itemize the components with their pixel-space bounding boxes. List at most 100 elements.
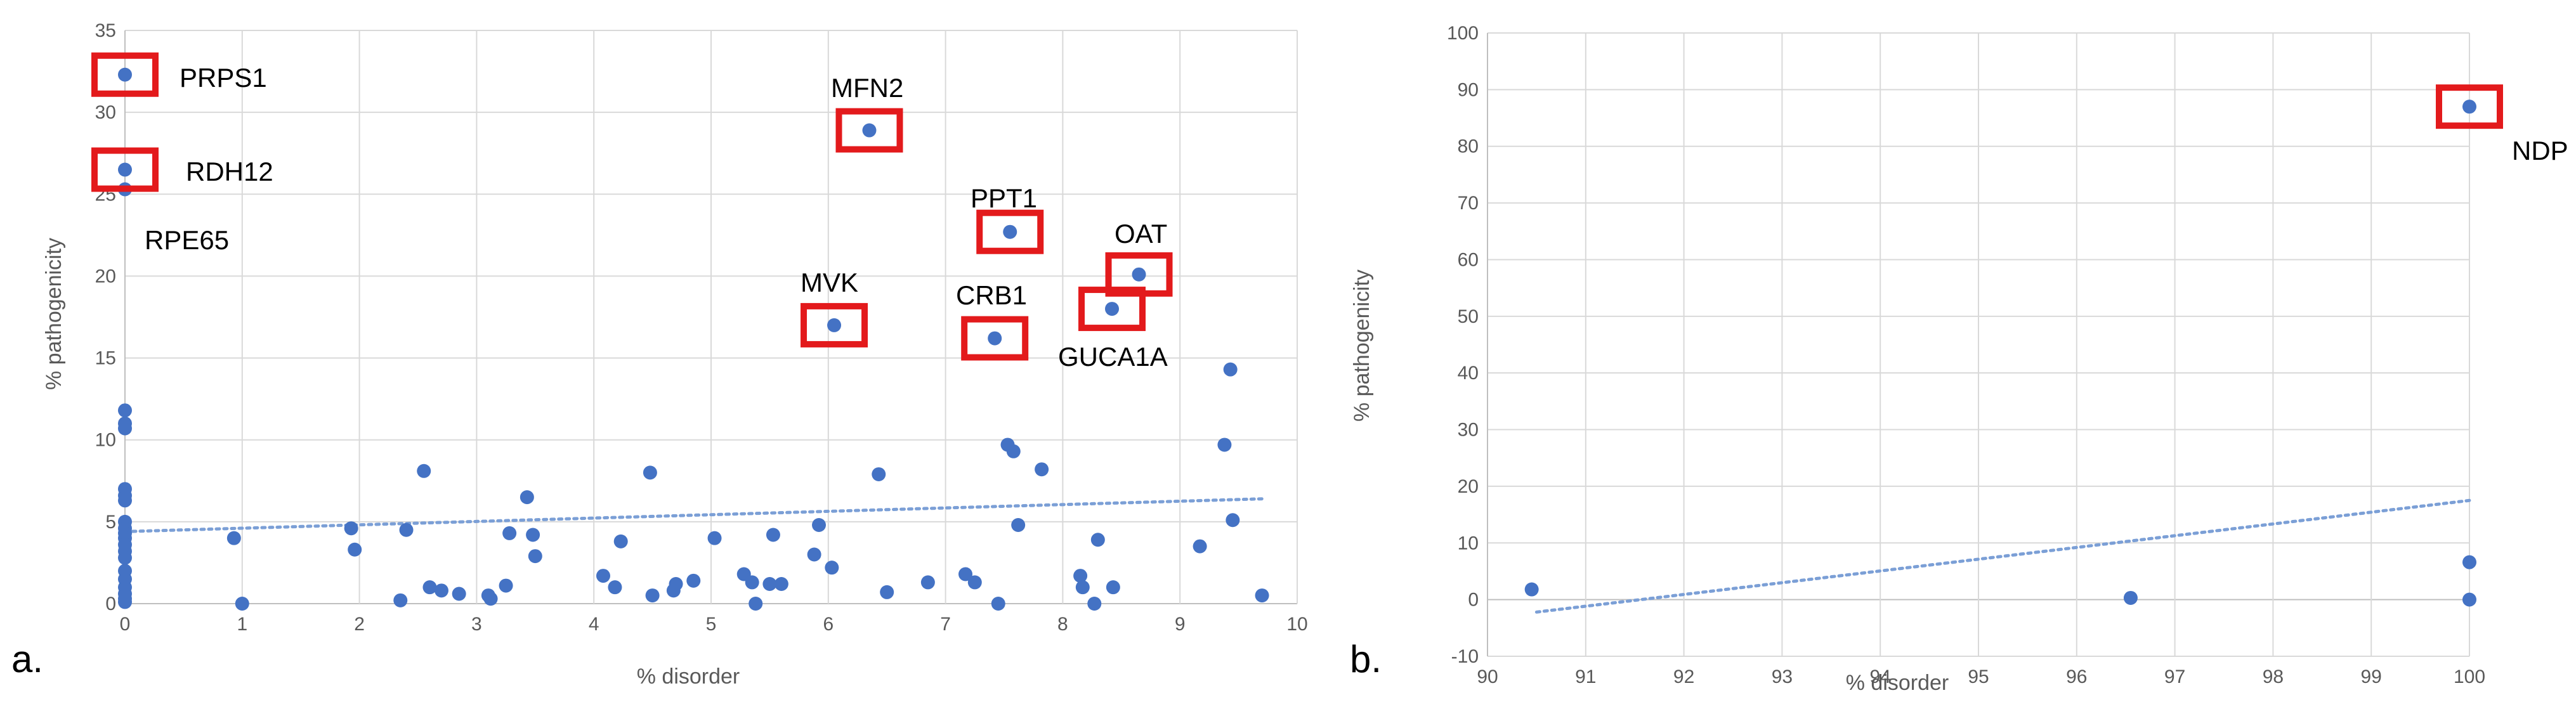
b-xtick-4: 94 xyxy=(1870,666,1891,687)
a-point-21 xyxy=(118,595,132,609)
a-point-25 xyxy=(348,542,362,557)
a-point-67 xyxy=(1003,224,1017,239)
a-point-50 xyxy=(749,597,763,611)
b-ytick-8: 70 xyxy=(1458,193,1479,214)
a-highlight-box-guca1a xyxy=(1078,287,1146,332)
a-highlight-box-oat xyxy=(1105,252,1173,297)
b-ytick-4: 30 xyxy=(1458,420,1479,441)
a-xtick-0: 0 xyxy=(120,614,131,635)
b-ytick-0: -10 xyxy=(1451,646,1479,667)
a-point-29 xyxy=(422,580,437,595)
b-xtick-7: 97 xyxy=(2164,666,2185,687)
a-point-76 xyxy=(1106,580,1120,595)
a-xtick-7: 7 xyxy=(940,614,951,635)
a-point-52 xyxy=(766,528,780,542)
a-point-74 xyxy=(1090,533,1105,547)
b-ytick-9: 80 xyxy=(1458,136,1479,157)
a-point-36 xyxy=(520,490,534,505)
a-point-26 xyxy=(393,593,408,607)
a-point-30 xyxy=(434,583,448,598)
a-ytick-4: 20 xyxy=(95,266,116,287)
a-point-49 xyxy=(745,575,759,590)
a-ytick-3: 15 xyxy=(95,348,116,369)
b-xtick-3: 93 xyxy=(1772,666,1793,687)
a-highlight-box-mvk xyxy=(801,302,868,347)
chart-a-x-ticks: 0 1 2 3 4 5 6 7 8 9 10 xyxy=(120,614,1308,635)
a-point-56 xyxy=(825,561,839,575)
b-point-3 xyxy=(2462,555,2476,569)
a-point-40 xyxy=(608,580,622,595)
chart-a-gridlines xyxy=(124,30,1298,604)
a-ytick-0: 0 xyxy=(105,593,116,614)
a-point-72 xyxy=(1075,580,1090,595)
a-highlight-box-rdh12 xyxy=(91,147,159,192)
b-ytick-2: 10 xyxy=(1458,533,1479,554)
a-highlight-box-mfn2 xyxy=(835,108,903,153)
a-point-22 xyxy=(226,531,241,545)
b-ytick-5: 40 xyxy=(1458,363,1479,384)
a-xtick-1: 1 xyxy=(237,614,247,635)
chart-a-label-prps1: PRPS1 xyxy=(180,63,267,93)
b-ytick-6: 50 xyxy=(1458,306,1479,327)
chart-b-x-axis-label: % disorder xyxy=(1846,671,1949,695)
a-trendline xyxy=(123,497,1264,533)
chart-b-y-axis-label: % pathogenicity xyxy=(1350,269,1374,422)
chart-b-trendline-group xyxy=(1534,498,2471,614)
a-xtick-8: 8 xyxy=(1057,614,1068,635)
b-point-4 xyxy=(2462,592,2476,607)
a-ytick-1: 5 xyxy=(105,512,116,533)
b-xtick-2: 92 xyxy=(1673,666,1694,687)
a-point-3 xyxy=(118,403,132,418)
chart-a-x-axis-label: % disorder xyxy=(637,665,740,689)
chart-b: 90 91 92 93 94 95 96 97 98 99 100 -10 0 10 20 30 40 50 60… xyxy=(1350,23,2568,695)
a-xtick-2: 2 xyxy=(354,614,365,635)
a-point-42 xyxy=(643,465,657,480)
a-point-61 xyxy=(920,575,935,590)
a-point-1 xyxy=(118,162,132,177)
b-ytick-7: 60 xyxy=(1458,249,1479,270)
chart-a-label-guca1a: GUCA1A xyxy=(1058,342,1168,372)
a-point-78 xyxy=(1193,539,1207,554)
chart-a-y-axis-label: % pathogenicity xyxy=(42,238,66,390)
a-ytick-2: 10 xyxy=(95,430,116,451)
a-point-58 xyxy=(862,123,877,138)
chart-b-highlights xyxy=(2436,84,2503,129)
chart-a-points xyxy=(118,67,1269,611)
a-point-57 xyxy=(827,318,842,332)
a-point-65 xyxy=(991,597,1005,611)
chart-a-label-mfn2: MFN2 xyxy=(831,73,903,103)
a-point-54 xyxy=(807,547,821,562)
chart-b-gridlines xyxy=(1487,32,2470,657)
a-point-41 xyxy=(613,534,628,548)
a-point-35 xyxy=(502,526,517,540)
a-point-34 xyxy=(499,578,513,593)
a-xtick-3: 3 xyxy=(471,614,482,635)
a-point-46 xyxy=(686,573,701,588)
b-xtick-5: 95 xyxy=(1968,666,1989,687)
b-xtick-10: 100 xyxy=(2454,666,2485,687)
a-point-71 xyxy=(1073,569,1088,583)
a-point-24 xyxy=(344,521,358,536)
a-point-73 xyxy=(1087,597,1102,611)
b-xtick-8: 98 xyxy=(2263,666,2284,687)
b-xtick-0: 90 xyxy=(1477,666,1498,687)
a-point-68 xyxy=(1006,444,1021,458)
a-ytick-7: 35 xyxy=(95,20,116,41)
a-point-62 xyxy=(958,567,973,581)
a-point-77 xyxy=(1132,267,1146,282)
a-ytick-6: 30 xyxy=(95,102,116,123)
chart-b-points xyxy=(1524,100,2476,607)
a-point-47 xyxy=(707,531,722,545)
a-point-28 xyxy=(417,464,431,478)
a-point-27 xyxy=(399,522,414,537)
b-xtick-1: 91 xyxy=(1575,666,1596,687)
b-xtick-9: 99 xyxy=(2361,666,2382,687)
a-highlight-box-crb1 xyxy=(961,316,1029,361)
b-point-0 xyxy=(1524,582,1539,597)
chart-a-label-crb1: CRB1 xyxy=(956,280,1027,310)
a-xtick-10: 10 xyxy=(1286,614,1307,635)
a-point-79 xyxy=(1217,438,1232,452)
chart-b-panel-label: b. xyxy=(1350,638,1382,680)
